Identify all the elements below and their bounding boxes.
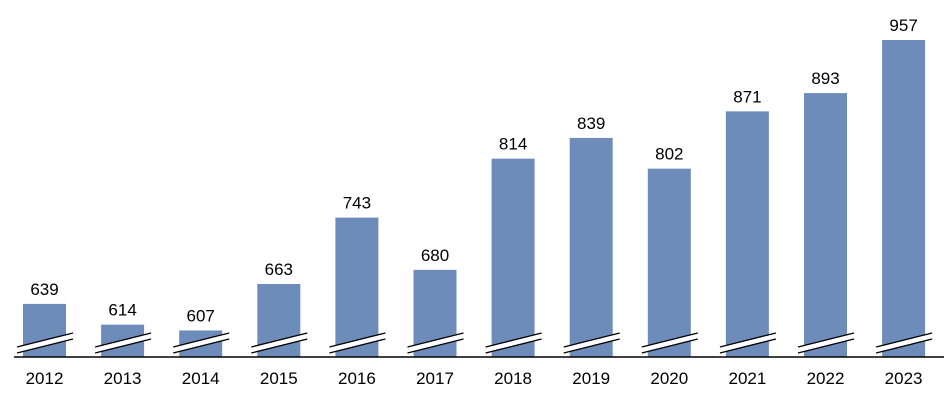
bar-2018	[491, 158, 535, 357]
axis-break-line	[329, 338, 386, 354]
axis-break-line	[94, 332, 152, 348]
axis-break-line	[251, 338, 308, 354]
axis-break-line	[641, 338, 698, 354]
x-tick-label-2017: 2017	[416, 369, 454, 388]
axis-break-mark	[485, 333, 542, 353]
data-label-2022: 893	[811, 69, 839, 88]
data-label-2020: 802	[655, 145, 683, 164]
axis-break-line	[16, 332, 74, 348]
bar-2021	[725, 111, 769, 358]
x-tick-label-2019: 2019	[572, 369, 610, 388]
data-label-2017: 680	[421, 246, 449, 265]
axis-break-mark	[641, 333, 698, 353]
data-label-2023: 957	[889, 16, 917, 35]
data-label-2014: 607	[187, 306, 215, 325]
data-label-2013: 614	[108, 301, 136, 320]
axis-break-line	[485, 338, 542, 354]
bar-2019	[569, 137, 613, 357]
axis-break-mark	[876, 333, 933, 353]
x-tick-label-2021: 2021	[728, 369, 766, 388]
axis-break-line	[719, 338, 777, 354]
axis-break-mark	[17, 333, 73, 353]
axis-break-mark	[329, 333, 386, 353]
bar-2022	[804, 93, 847, 357]
axis-break-line	[719, 332, 777, 348]
axis-break-line	[94, 338, 152, 354]
x-tick-label-2014: 2014	[182, 369, 220, 388]
data-label-2021: 871	[733, 87, 761, 106]
axis-break-mark	[719, 333, 776, 353]
x-tick-label-2015: 2015	[260, 369, 298, 388]
axis-break-line	[329, 332, 386, 348]
axis-break-mark	[798, 333, 854, 353]
axis-break-line	[407, 332, 464, 348]
axis-break-line	[641, 332, 698, 348]
axis-break-line	[485, 332, 542, 348]
bar-2020	[647, 168, 691, 357]
axis-break-line	[875, 338, 933, 354]
x-tick-label-2022: 2022	[807, 369, 845, 388]
data-label-2015: 663	[265, 260, 293, 279]
axis-break-line	[173, 332, 230, 348]
axis-break-line	[563, 338, 620, 354]
data-label-2016: 743	[343, 194, 371, 213]
data-label-2018: 814	[499, 135, 527, 154]
bar-2016	[335, 217, 379, 357]
x-tick-label-2023: 2023	[885, 369, 923, 388]
axis-break-line	[875, 332, 933, 348]
x-tick-label-2018: 2018	[494, 369, 532, 388]
x-tick-label-2012: 2012	[26, 369, 64, 388]
axis-break-mark	[407, 333, 464, 353]
bar-2023	[882, 40, 926, 357]
axis-break-mark	[173, 333, 230, 353]
data-label-2019: 839	[577, 114, 605, 133]
axis-break-line	[407, 338, 464, 354]
axis-break-mark	[95, 333, 152, 353]
axis-break-line	[797, 332, 855, 348]
x-tick-label-2013: 2013	[104, 369, 142, 388]
axis-break-line	[563, 332, 620, 348]
axis-break-mark	[563, 333, 620, 353]
axis-break-line	[797, 338, 855, 354]
axis-break-line	[251, 332, 308, 348]
data-label-2012: 639	[30, 280, 58, 299]
x-tick-label-2020: 2020	[650, 369, 688, 388]
axis-break-mark	[251, 333, 308, 353]
axis-break-line	[173, 338, 230, 354]
x-tick-label-2016: 2016	[338, 369, 376, 388]
axis-break-line	[16, 338, 74, 354]
